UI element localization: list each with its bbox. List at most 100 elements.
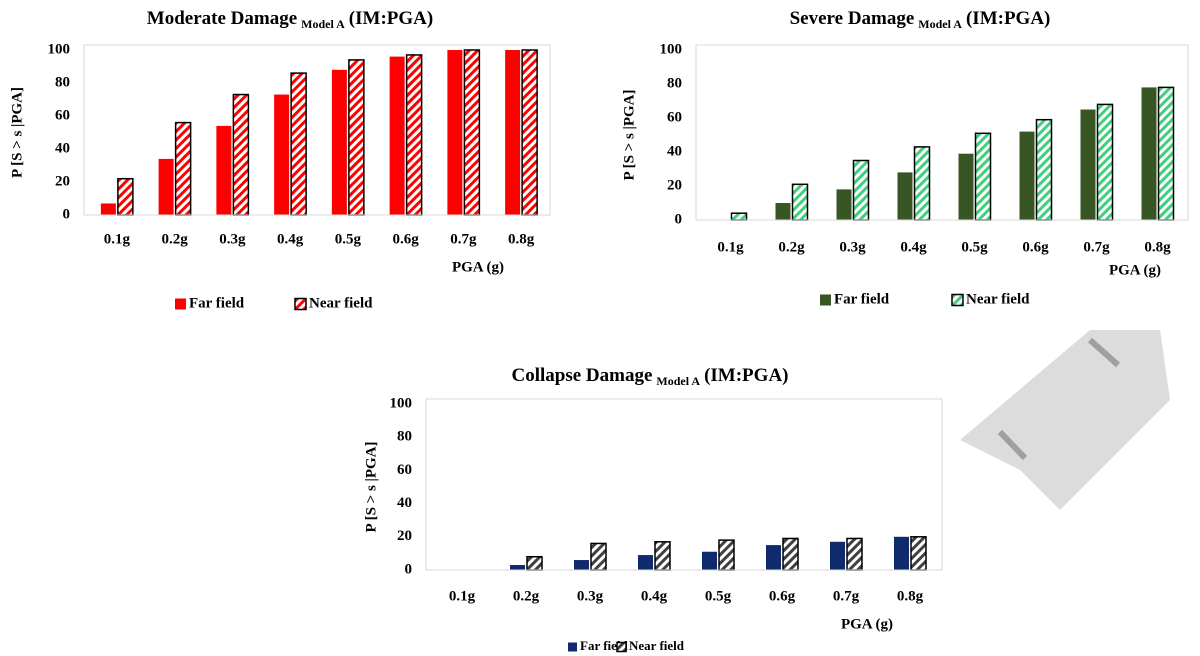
y-axis-label: P [S > s |PGA] — [9, 87, 25, 178]
bar — [654, 541, 671, 571]
y-axis-label: P [S > s |PGA] — [363, 441, 379, 532]
bar — [1035, 118, 1053, 221]
bar — [791, 183, 809, 221]
x-tick-label: 0.6g — [1022, 239, 1049, 255]
x-tick-label: 0.8g — [1144, 239, 1171, 255]
x-tick-label: 0.7g — [450, 231, 477, 247]
bar — [852, 159, 870, 221]
legend-label: Near field — [629, 638, 685, 653]
bar — [232, 93, 250, 216]
chart-title: Moderate Damage Model A (IM:PGA) — [147, 8, 433, 30]
chart-title: Severe Damage Model A (IM:PGA) — [790, 8, 1051, 30]
y-tick-label: 0 — [675, 211, 683, 227]
x-tick-label: 0.6g — [393, 231, 420, 247]
bar — [974, 132, 992, 221]
title-end: (IM:PGA) — [704, 365, 788, 386]
y-tick-label: 0 — [405, 561, 413, 577]
x-axis-label: PGA (g) — [452, 259, 504, 275]
x-axis-label: PGA (g) — [1109, 262, 1161, 278]
x-tick-label: 0.4g — [900, 239, 927, 255]
chart-title: Collapse Damage Model A (IM:PGA) — [512, 365, 789, 387]
x-tick-label: 0.7g — [833, 588, 860, 604]
bar — [836, 189, 852, 220]
x-tick-label: 0.2g — [778, 239, 805, 255]
bar — [782, 537, 799, 571]
bar — [526, 555, 543, 571]
legend-swatch — [951, 293, 964, 307]
bar — [100, 203, 116, 215]
bar — [1080, 109, 1096, 220]
plot-area — [695, 44, 1189, 221]
y-tick-label: 20 — [667, 177, 682, 193]
legend-swatch — [820, 294, 831, 306]
y-tick-label: 60 — [667, 109, 682, 125]
x-tick-label: 0.7g — [1083, 239, 1110, 255]
bar — [389, 56, 405, 215]
x-axis-label: PGA (g) — [841, 616, 893, 632]
bar — [510, 565, 525, 570]
legend-swatch — [568, 642, 577, 652]
x-tick-label: 0.8g — [897, 588, 924, 604]
legend-label: Far field — [834, 291, 890, 307]
bar — [216, 125, 232, 215]
legend-label: Near field — [309, 295, 373, 311]
bar — [1096, 103, 1114, 221]
x-tick-label: 0.6g — [769, 588, 796, 604]
bar — [174, 121, 192, 216]
plot-area — [425, 398, 943, 571]
bar — [897, 172, 913, 220]
bar — [766, 545, 781, 570]
y-axis-label: P [S > s |PGA] — [621, 89, 637, 180]
y-tick-label: 40 — [55, 140, 70, 156]
legend-label: Near field — [966, 291, 1030, 307]
x-tick-label: 0.5g — [961, 239, 988, 255]
bar — [910, 536, 927, 571]
x-tick-label: 0.3g — [577, 588, 604, 604]
bar — [521, 49, 538, 216]
bar — [158, 158, 174, 215]
legend-swatch — [294, 297, 307, 311]
legend-label: Far field — [189, 295, 245, 311]
x-tick-label: 0.3g — [219, 231, 246, 247]
x-tick-label: 0.8g — [508, 231, 535, 247]
title-main: Collapse Damage — [512, 365, 653, 386]
y-tick-label: 80 — [667, 75, 682, 91]
y-tick-label: 80 — [397, 429, 412, 445]
x-tick-label: 0.4g — [277, 231, 304, 247]
bar — [638, 555, 653, 570]
x-tick-label: 0.1g — [717, 239, 744, 255]
bar — [405, 54, 423, 216]
y-tick-label: 80 — [55, 74, 70, 90]
bar — [463, 49, 481, 216]
y-tick-label: 40 — [397, 495, 412, 511]
bar — [718, 539, 735, 571]
bar — [447, 50, 463, 215]
title-main: Severe Damage — [790, 8, 915, 29]
legend-swatch — [175, 298, 186, 310]
bar — [730, 212, 748, 221]
legend-swatch — [616, 641, 627, 653]
y-tick-label: 100 — [390, 395, 413, 411]
bar — [846, 537, 863, 571]
title-end: (IM:PGA) — [349, 8, 433, 29]
y-tick-label: 100 — [660, 41, 683, 57]
watermark-stripe — [997, 429, 1028, 461]
bar — [290, 72, 307, 216]
bar — [775, 203, 791, 220]
bar — [702, 551, 717, 570]
y-tick-label: 60 — [55, 107, 70, 123]
x-tick-label: 0.4g — [641, 588, 668, 604]
bar — [1157, 86, 1175, 221]
watermark-stripe — [1088, 337, 1120, 368]
x-tick-label: 0.1g — [104, 231, 131, 247]
x-tick-label: 0.1g — [449, 588, 476, 604]
title-sub: Model A — [918, 17, 962, 31]
title-main: Moderate Damage — [147, 8, 297, 29]
bar — [894, 536, 909, 570]
bar — [348, 59, 365, 216]
bar — [274, 94, 290, 215]
bar — [505, 50, 521, 215]
bar — [1141, 87, 1157, 221]
bar — [574, 560, 589, 570]
